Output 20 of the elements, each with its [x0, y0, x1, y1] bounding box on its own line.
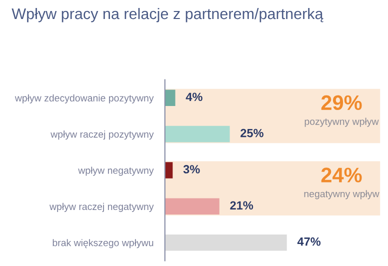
- y-tick-label: brak większego wpływu: [52, 239, 154, 248]
- bar: [164, 126, 230, 142]
- bar: [164, 90, 176, 106]
- data-label: 3%: [183, 165, 200, 174]
- data-label: 25%: [240, 128, 264, 138]
- annotation: 29%: [321, 95, 362, 110]
- y-tick-label: wpływ raczej pozytywny: [50, 130, 154, 140]
- bar: [164, 162, 173, 178]
- y-tick-label: wpływ raczej negatywny: [49, 202, 154, 212]
- chart-title: Wpływ pracy na relacje z partnerem/partnerką: [12, 8, 324, 22]
- y-tick-label: wpływ zdecydowanie pozytywny: [14, 94, 154, 104]
- data-label: 21%: [230, 201, 254, 210]
- band-label: negatywny wpływ: [304, 190, 380, 200]
- bar: [164, 198, 220, 215]
- y-tick-label: wpływ negatywny: [78, 166, 154, 176]
- annotation: 24%: [321, 168, 362, 182]
- bar: [164, 234, 287, 251]
- data-label: 47%: [297, 237, 321, 246]
- data-label: 4%: [186, 92, 202, 102]
- band-label: pozytywny wpływ: [304, 118, 379, 127]
